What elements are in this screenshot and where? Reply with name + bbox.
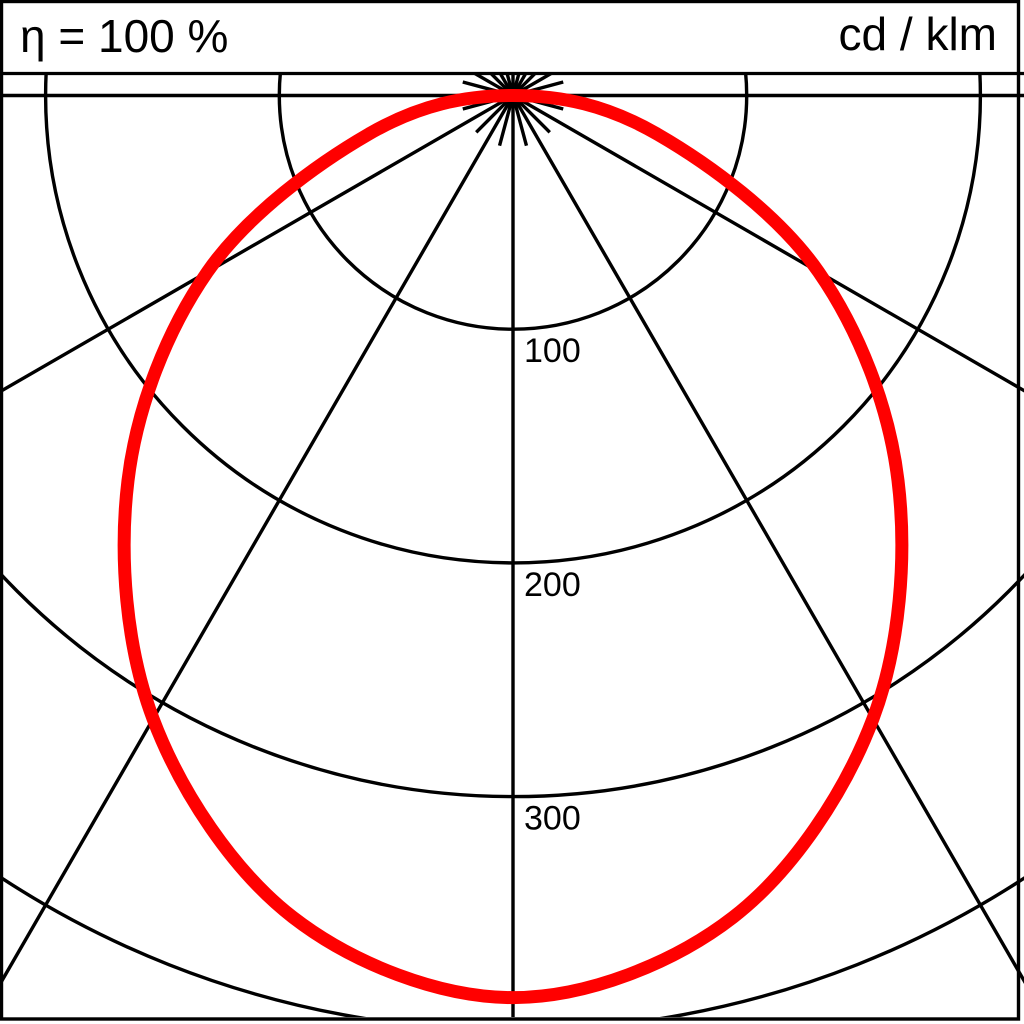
ring-value-label: 200 — [524, 566, 581, 604]
ring-value-label: 300 — [524, 800, 581, 838]
ring-value-labels: 100 200 300 — [524, 332, 581, 837]
intensity-curve — [117, 89, 909, 1005]
value-ring — [0, 570, 1024, 799]
ring-value-label: 100 — [524, 332, 581, 370]
value-ring — [44, 72, 982, 565]
value-ring — [277, 72, 749, 331]
efficiency-label: η = 100 % — [20, 10, 228, 62]
unit-label: cd / klm — [839, 8, 997, 60]
